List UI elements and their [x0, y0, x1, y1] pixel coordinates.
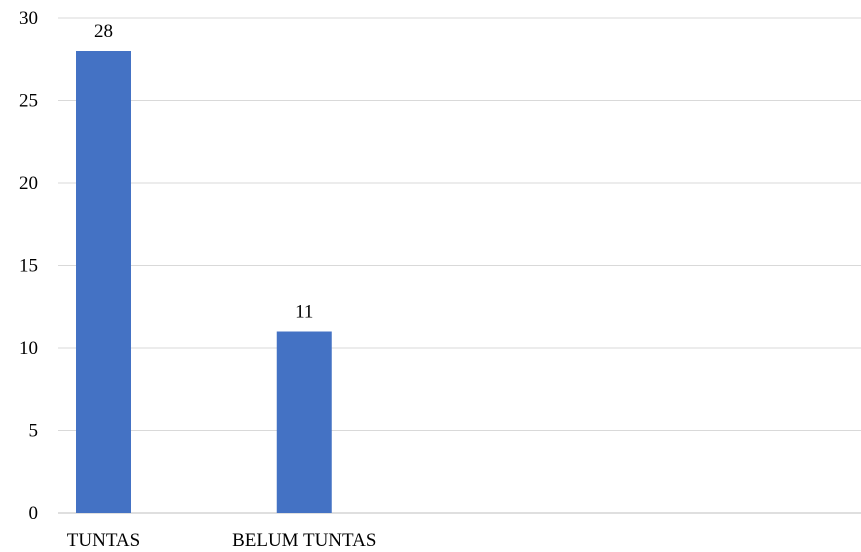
bar-tuntas: [76, 51, 131, 513]
y-tick-label-0: 0: [29, 503, 39, 524]
y-tick-label-10: 10: [19, 338, 38, 359]
bar-belum-tuntas: [276, 331, 332, 513]
bars: [76, 51, 332, 513]
y-tick-label-15: 15: [19, 256, 38, 277]
y-tick-label-20: 20: [19, 173, 38, 194]
data-label-28: 28: [94, 21, 113, 42]
y-axis-ticks: 0 5 10 15 20 25 30: [19, 8, 38, 524]
x-category-label-tuntas: TUNTAS: [67, 530, 140, 551]
y-tick-label-5: 5: [29, 421, 39, 442]
gridlines: [58, 17, 861, 514]
x-category-label-belum-tuntas: BELUM TUNTAS: [232, 530, 376, 551]
data-labels: 28 11: [94, 21, 313, 323]
x-axis-labels: TUNTAS BELUM TUNTAS: [67, 530, 377, 551]
y-tick-label-25: 25: [19, 91, 38, 112]
y-tick-label-30: 30: [19, 8, 38, 29]
data-label-11: 11: [295, 302, 313, 323]
